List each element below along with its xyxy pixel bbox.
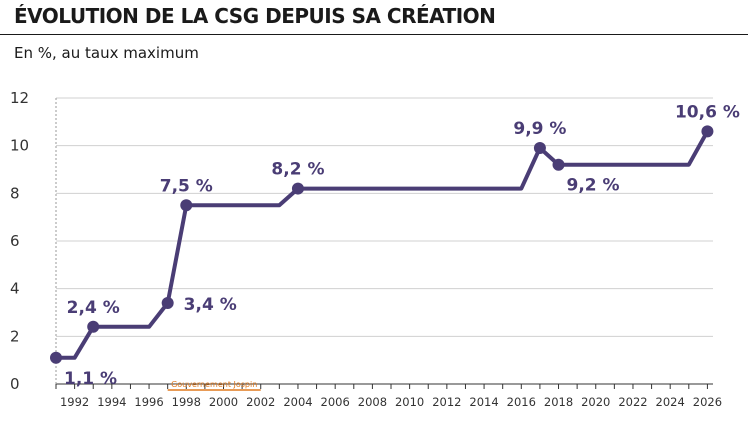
data-markers [50, 125, 714, 364]
chart-title: ÉVOLUTION DE LA CSG DEPUIS SA CRÉATION [14, 4, 496, 28]
y-tick-label: 4 [10, 280, 20, 298]
x-tick-label: 2026 [693, 395, 722, 409]
data-label: 10,6 % [675, 102, 740, 122]
y-tick-label: 12 [10, 89, 29, 107]
period-annotation-label: Gouvernement Jospin [171, 380, 257, 389]
data-label: 3,4 % [184, 295, 237, 315]
data-label: 8,2 % [271, 160, 324, 180]
data-label: 9,2 % [567, 176, 620, 196]
data-point-marker [87, 320, 100, 333]
series-line [54, 129, 710, 360]
y-tick-label: 6 [10, 232, 20, 250]
x-tick-label: 1996 [134, 395, 163, 409]
x-tick-label: 2024 [656, 395, 685, 409]
data-point-marker [533, 142, 546, 155]
data-point-marker [161, 296, 174, 309]
title-divider [0, 34, 748, 35]
x-tick-label: 2020 [581, 395, 610, 409]
x-tick-label: 2010 [395, 395, 424, 409]
y-tick-label: 10 [10, 137, 29, 155]
x-tick-label: 1998 [172, 395, 201, 409]
data-point-marker [701, 125, 714, 138]
x-tick-label: 2008 [358, 395, 387, 409]
y-tick-label: 2 [10, 327, 20, 345]
x-tick-label: 2014 [469, 395, 498, 409]
x-tick-label: 2006 [321, 395, 350, 409]
data-point-marker [291, 182, 304, 195]
x-tick-label: 2016 [507, 395, 536, 409]
x-tick-label: 2012 [432, 395, 461, 409]
period-annotation: Gouvernement Jospin [167, 380, 261, 391]
x-tick-label: 2004 [283, 395, 312, 409]
data-point-marker [50, 351, 62, 364]
data-label: 2,4 % [67, 298, 120, 318]
data-point-marker [180, 199, 193, 212]
chart-subtitle: En %, au taux maximum [14, 44, 199, 62]
x-tick-label: 2000 [209, 395, 238, 409]
x-tick-label: 1994 [97, 395, 126, 409]
x-tick-label: 2002 [246, 395, 275, 409]
data-label: 9,9 % [513, 119, 566, 139]
data-point-marker [552, 158, 565, 171]
y-tick-label: 8 [10, 184, 20, 202]
axes: 0 2 4 6 8 10 12 1992 1994 1996 1998 2000 2002 2004 200… [10, 89, 722, 409]
data-labels: 1,1 % 2,4 % 3,4 % 7,5 % 8,2 % 9,9 % 9,2 % 10,6 … [64, 102, 740, 388]
x-tick-label: 2022 [618, 395, 647, 409]
data-label: 1,1 % [64, 369, 117, 389]
x-tick-label: 1992 [60, 395, 89, 409]
data-label: 7,5 % [160, 176, 213, 196]
grid-lines [56, 97, 713, 337]
x-tick-label: 2018 [544, 395, 573, 409]
y-tick-label: 0 [10, 375, 20, 393]
series-line-path [54, 129, 710, 360]
